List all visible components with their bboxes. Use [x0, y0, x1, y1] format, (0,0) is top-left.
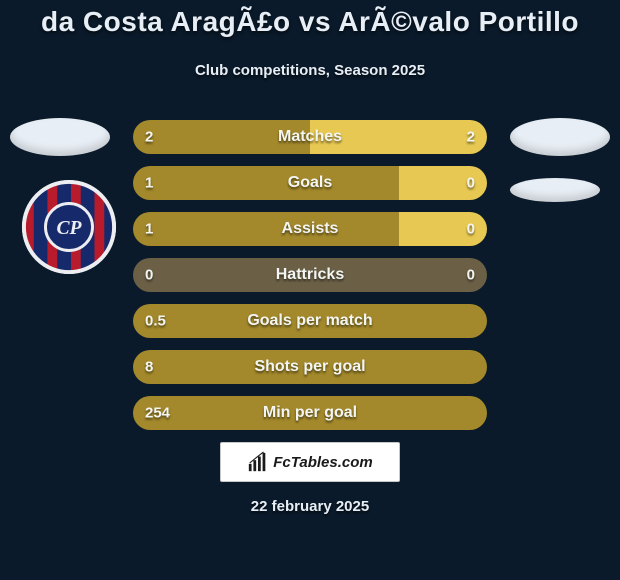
stat-row: 00Hattricks [133, 258, 487, 292]
stat-row: 10Assists [133, 212, 487, 246]
stat-row: 0.5Goals per match [133, 304, 487, 338]
date-text: 22 february 2025 [0, 498, 620, 515]
player1-club-crest: CP [20, 178, 118, 281]
stats-bars: 22Matches 10Goals 10Assists 00Hattricks 0.5G… [133, 120, 487, 442]
page-title: da Costa AragÃ£o vs ArÃ©valo Portillo [0, 6, 620, 38]
svg-text:CP: CP [56, 218, 82, 239]
player1-photo-placeholder [10, 118, 110, 156]
fctables-icon [247, 451, 269, 473]
player2-photo-placeholder [510, 118, 610, 156]
stat-row: 8Shots per goal [133, 350, 487, 384]
subtitle: Club competitions, Season 2025 [0, 62, 620, 79]
stat-row: 10Goals [133, 166, 487, 200]
brand-badge: FcTables.com [220, 442, 400, 482]
brand-text: FcTables.com [273, 454, 372, 471]
stat-row: 254Min per goal [133, 396, 487, 430]
player2-club-placeholder [510, 178, 600, 202]
stat-row: 22Matches [133, 120, 487, 154]
